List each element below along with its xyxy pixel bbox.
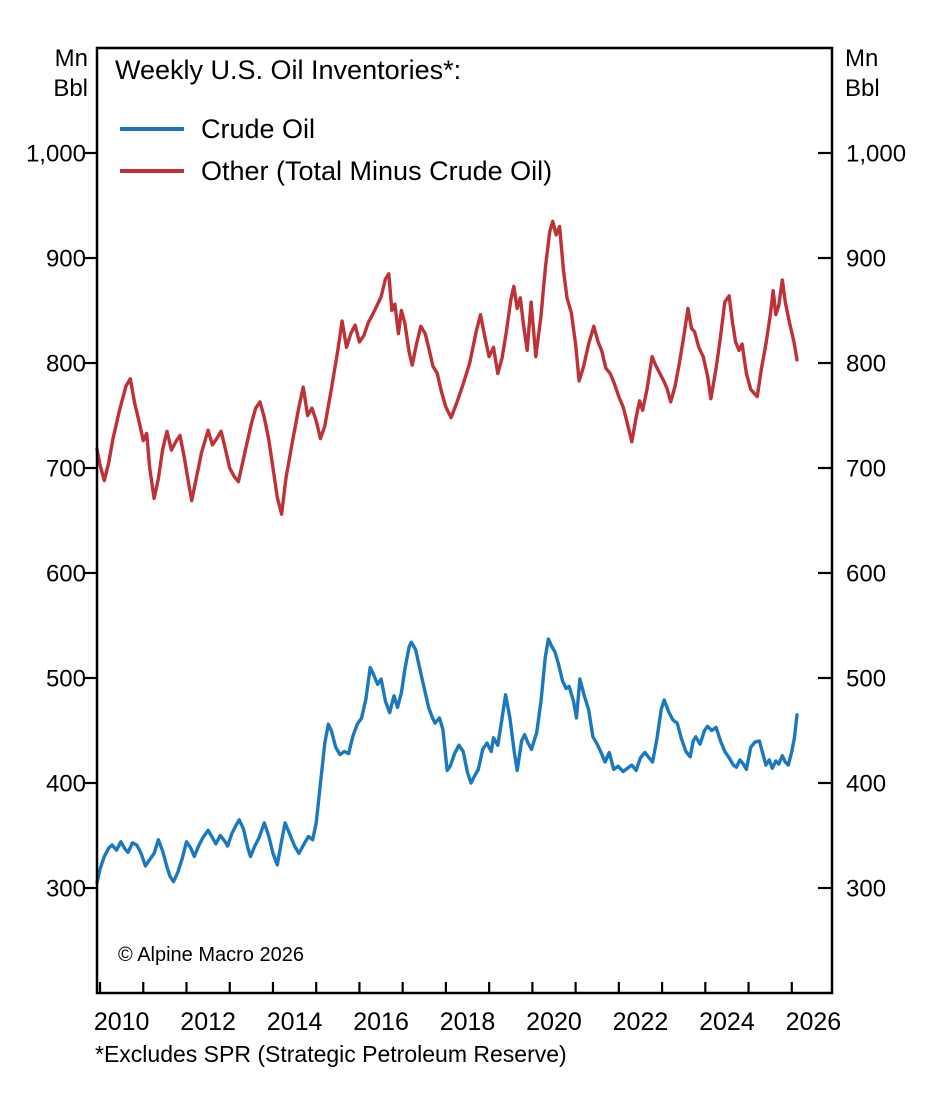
other-line-swatch-icon bbox=[120, 169, 184, 173]
left-y-tick-label: 1,000 bbox=[26, 140, 86, 167]
x-tick-label: 2018 bbox=[440, 1008, 496, 1036]
left-unit-line2: Bbl bbox=[53, 75, 88, 103]
x-tick-label: 2026 bbox=[786, 1008, 842, 1036]
left-y-tick-label: 600 bbox=[46, 560, 86, 587]
right-y-tick-label: 300 bbox=[846, 875, 886, 902]
left-y-tick-label: 300 bbox=[46, 875, 86, 902]
crude-oil-line-swatch-icon bbox=[120, 127, 184, 131]
right-y-tick-label: 600 bbox=[846, 560, 886, 587]
x-tick-label: 2012 bbox=[180, 1008, 236, 1036]
left-y-tick-label: 800 bbox=[46, 350, 86, 377]
right-y-tick-label: 400 bbox=[846, 770, 886, 797]
legend-label-other: Other (Total Minus Crude Oil) bbox=[201, 155, 553, 186]
crude-oil-line bbox=[95, 637, 799, 885]
x-tick-label: 2024 bbox=[699, 1008, 755, 1036]
x-tick-label: 2020 bbox=[526, 1008, 582, 1036]
footnote: *Excludes SPR (Strategic Petroleum Reser… bbox=[95, 1041, 567, 1067]
right-y-tick-label: 900 bbox=[846, 245, 886, 272]
left-y-tick-label: 700 bbox=[46, 455, 86, 482]
left-y-tick-label: 500 bbox=[46, 665, 86, 692]
legend-label-crude-oil: Crude Oil bbox=[201, 113, 316, 144]
legend-item-other: Other (Total Minus Crude Oil) bbox=[120, 150, 552, 192]
copyright-note: © Alpine Macro 2026 bbox=[118, 944, 304, 966]
x-tick-label: 2016 bbox=[353, 1008, 409, 1036]
right-y-tick-label: 500 bbox=[846, 665, 886, 692]
right-y-tick-label: 700 bbox=[846, 455, 886, 482]
plot-border bbox=[95, 46, 834, 995]
chart-title: Weekly U.S. Oil Inventories*: bbox=[115, 55, 462, 85]
x-tick-label: 2010 bbox=[94, 1008, 150, 1036]
legend: Crude Oil Other (Total Minus Crude Oil) bbox=[120, 108, 552, 192]
right-unit-line2: Bbl bbox=[845, 75, 880, 103]
x-tick-label: 2022 bbox=[613, 1008, 669, 1036]
left-y-tick-label: 400 bbox=[46, 770, 86, 797]
other-line bbox=[95, 219, 799, 516]
legend-item-crude-oil: Crude Oil bbox=[120, 108, 552, 150]
right-unit-line1: Mn bbox=[845, 45, 879, 72]
right-axis-unit: Mn Bbl bbox=[845, 44, 880, 105]
left-axis-unit: Mn Bbl bbox=[0, 44, 88, 105]
x-tick-label: 2014 bbox=[267, 1008, 323, 1036]
right-y-tick-label: 1,000 bbox=[846, 140, 906, 167]
left-y-tick-label: 900 bbox=[46, 245, 86, 272]
right-y-tick-label: 800 bbox=[846, 350, 886, 377]
left-unit-line1: Mn bbox=[54, 45, 88, 72]
